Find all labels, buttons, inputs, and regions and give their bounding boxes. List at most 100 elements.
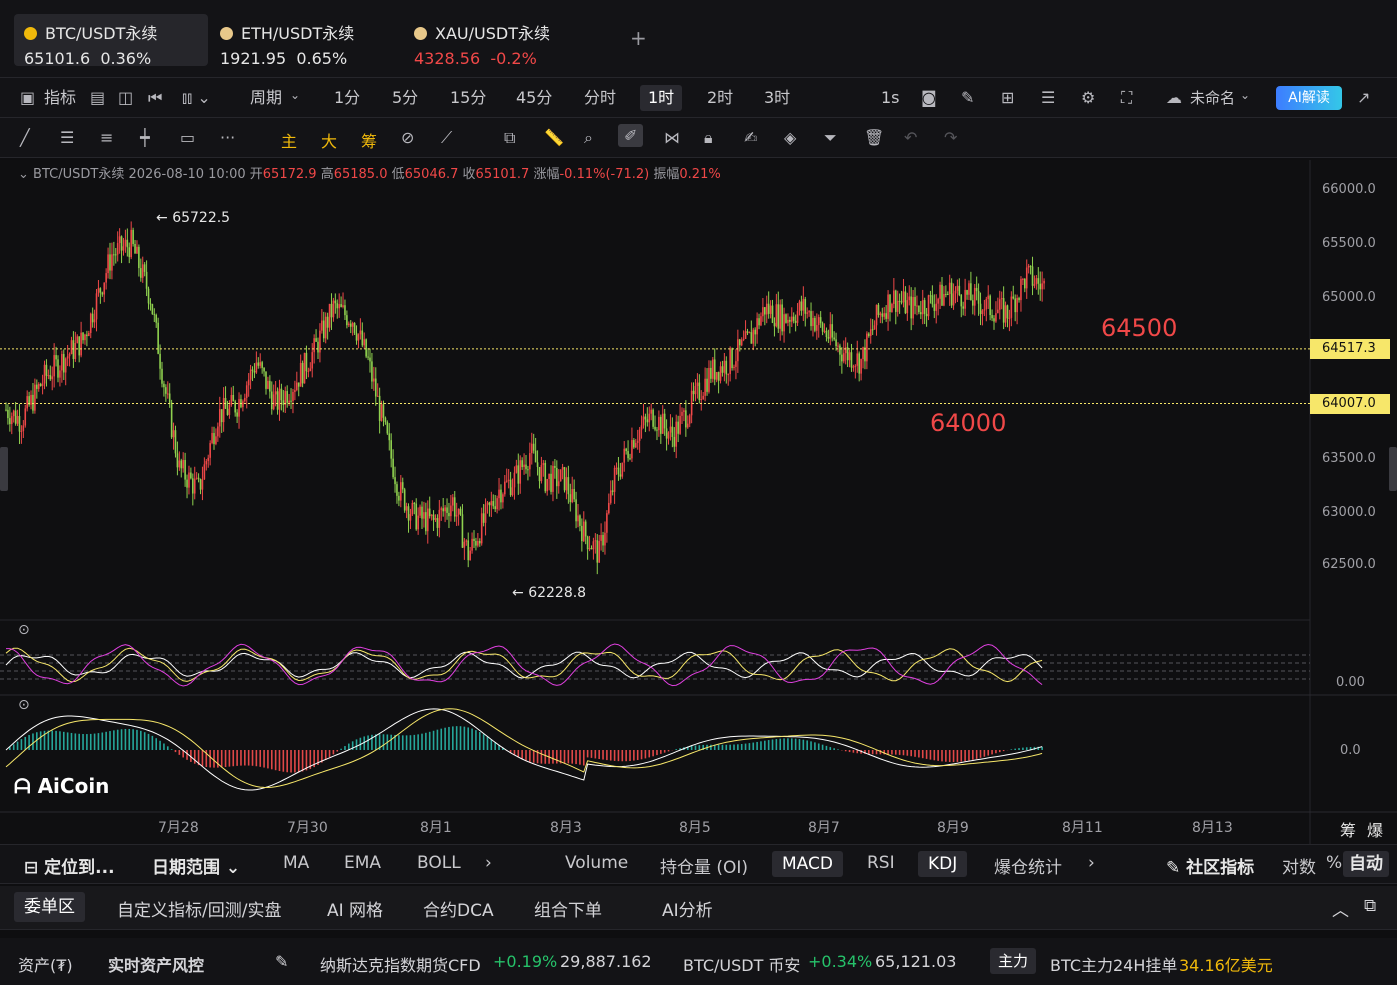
assets-label[interactable]: 资产(₮) [18,956,73,975]
tab-btc[interactable]: BTC/USDT永续 65101.6 0.36% [14,14,208,68]
kdj-collapse-icon[interactable]: ⊙ [18,622,30,638]
collapse-icon[interactable]: ⌄ [18,167,29,182]
candle-body [66,356,69,359]
layout-name-dropdown[interactable]: 未命名 [1190,89,1236,107]
measure-icon[interactable]: ⟋ [441,128,453,147]
indicator-button[interactable]: 指标 [44,88,77,107]
chevron-up-icon[interactable]: ︿ [1332,901,1349,921]
period-dropdown[interactable]: 周期 [250,88,283,107]
interval-6[interactable]: 2时 [707,88,734,107]
second-interval[interactable]: 1s [881,88,900,107]
interval-4[interactable]: 分时 [584,88,617,107]
lock-icon[interactable]: 🔒︎ [704,128,713,147]
more-icon[interactable]: ··· [220,128,236,147]
candle-type-icon[interactable]: ⫾⫾ ⌄ [182,88,211,107]
tab-orders[interactable]: 委单区 [14,892,85,922]
line-price-tag[interactable]: 64517.3 [1310,339,1390,359]
macd-collapse-icon[interactable]: ⊙ [18,697,30,713]
zoom-icon[interactable]: ⌕ [584,128,593,147]
tab-ai-analysis[interactable]: AI分析 [662,901,713,921]
liquidation-corner-button[interactable]: 爆 [1367,821,1384,840]
interval-0[interactable]: 1分 [334,88,361,107]
pen-icon[interactable]: ✎ [275,952,289,971]
ind-boll[interactable]: BOLL [417,853,461,873]
locate-button[interactable]: ⊟ 定位到... [24,853,115,878]
edit-list-icon[interactable]: ✍ [744,128,758,147]
chart-area[interactable] [0,160,1397,844]
settings-icon[interactable]: ⚙ [1081,88,1096,107]
tab-dca[interactable]: 合约DCA [423,901,494,921]
trend-line-icon[interactable]: ╱ [20,128,30,147]
magnet-icon[interactable]: ⋈ [664,128,680,147]
template-icon[interactable]: ▤ [90,88,106,107]
right-collapse-handle[interactable] [1389,447,1397,491]
ind-ema[interactable]: EMA [344,853,382,873]
community-indicators-button[interactable]: ✎ 社区指标 [1166,853,1254,878]
brush-icon[interactable]: ✐ [618,124,644,147]
interval-2[interactable]: 15分 [450,88,487,107]
ind-macd[interactable]: MACD [772,851,843,877]
tab-custom-indicator[interactable]: 自定义指标/回测/实盘 [117,901,282,921]
chip-corner-button[interactable]: 筹 [1340,821,1357,840]
ind-ma[interactable]: MA [283,853,310,873]
line-price-tag[interactable]: 64007.0 [1310,394,1390,414]
redo-icon[interactable]: ↷ [944,128,958,147]
horizontal-ray-icon[interactable]: ┿ [140,128,150,147]
pencil-icon[interactable]: ✎ [961,88,975,107]
trash-icon[interactable]: 🗑︎ [864,128,885,147]
add-tab-icon[interactable]: + [630,26,647,50]
candlestick-chart[interactable] [0,160,1397,844]
interval-7[interactable]: 3时 [764,88,791,107]
tab-xau[interactable]: XAU/USDT永续 4328.56 -0.2% [404,14,598,68]
left-collapse-handle[interactable] [0,447,8,491]
ai-interpret-button[interactable]: AI解读 [1276,86,1342,110]
log-scale-toggle[interactable]: 对数 [1282,858,1316,878]
big-order-toggle[interactable]: 大 [321,132,338,151]
cloud-icon[interactable]: ☁ [1166,88,1182,107]
candle-body [698,382,701,401]
ticker-nasdaq-name[interactable]: 纳斯达克指数期货CFD [320,956,481,975]
indicator-icon[interactable]: ▣ [20,88,36,107]
parallel-lines-icon[interactable]: ☰ [60,128,75,147]
list-icon[interactable]: ☰ [1041,88,1056,107]
ruler-icon[interactable]: 📏 [544,128,564,147]
risk-control-label[interactable]: 实时资产风控 [108,956,205,975]
chevron-right-icon[interactable]: › [485,853,492,873]
add-window-icon[interactable]: ⊞ [1001,88,1015,107]
undo-icon[interactable]: ↶ [904,128,918,147]
tab-combo-order[interactable]: 组合下单 [534,901,602,921]
interval-3[interactable]: 45分 [516,88,553,107]
fullscreen-icon[interactable]: ⛶ [1121,88,1133,107]
date-range-dropdown[interactable]: 日期范围 ⌄ [152,853,240,878]
main-force-badge[interactable]: 主力 [990,948,1036,974]
chip-toggle[interactable]: 筹 [361,132,378,151]
interval-1[interactable]: 5分 [392,88,419,107]
line-annotation[interactable]: 64000 [930,409,1007,437]
filter-icon[interactable]: ⏷ [824,128,837,147]
candle-body [155,314,158,323]
layout-icon[interactable]: ◫ [118,88,134,107]
rectangle-icon[interactable]: ▭ [180,128,196,147]
horizontal-lines-icon[interactable]: ≡ [100,128,114,147]
percent-scale-toggle[interactable]: % [1326,853,1343,873]
auto-scale-toggle[interactable]: 自动 [1343,851,1389,877]
ind-rsi[interactable]: RSI [867,853,895,873]
chevron-right-icon[interactable]: › [1088,853,1095,873]
line-annotation[interactable]: 64500 [1101,314,1178,342]
ticker-btc-name[interactable]: BTC/USDT 币安 [683,956,801,975]
tab-ai-grid[interactable]: AI 网格 [327,901,384,921]
ind-liquidation[interactable]: 爆仓统计 [994,858,1062,878]
interval-5[interactable]: 1时 [640,85,683,111]
copy-icon[interactable]: ⧉ [504,128,516,147]
share-icon[interactable]: ↗ [1357,88,1371,107]
replay-icon[interactable]: ⏮ [148,88,163,107]
camera-icon[interactable]: ◙ [921,88,937,107]
ind-kdj[interactable]: KDJ [918,851,968,877]
percent-tool-icon[interactable]: ⊘ [401,128,415,147]
popout-icon[interactable]: ⧉ [1364,896,1377,916]
main-chart-toggle[interactable]: 主 [281,132,298,151]
ind-oi[interactable]: 持仓量 (OI) [660,858,749,878]
ind-volume[interactable]: Volume [565,853,629,873]
tab-eth[interactable]: ETH/USDT永续 1921.95 0.65% [210,14,404,68]
hide-icon[interactable]: ◈ [784,128,797,147]
